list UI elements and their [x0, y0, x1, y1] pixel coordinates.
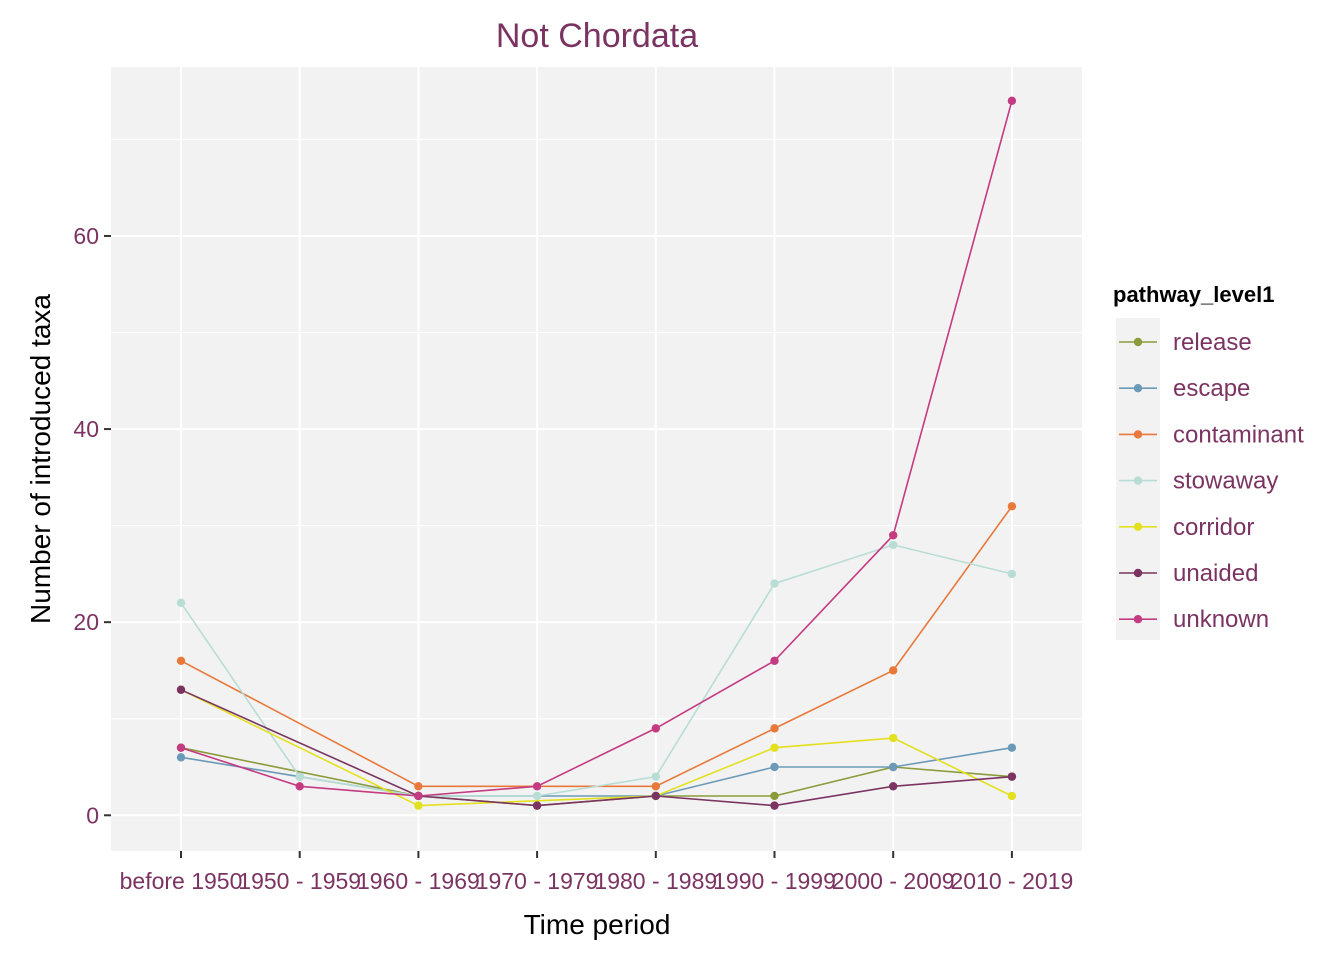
panel-background [111, 67, 1082, 851]
data-point-unknown [295, 782, 304, 791]
data-point-stowaway [295, 772, 304, 781]
x-tick-label: 1950 - 1959 [238, 868, 361, 894]
data-point-unknown [1007, 96, 1017, 105]
legend-item-contaminant: contaminant [1119, 421, 1304, 448]
legend-key-point [1133, 430, 1143, 439]
series-unknown [176, 96, 1017, 801]
data-point-corridor [414, 801, 423, 810]
data-point-unaided [770, 801, 779, 810]
data-point-unaided [532, 801, 542, 810]
legend-item-stowaway: stowaway [1119, 468, 1278, 495]
data-point-unknown [651, 724, 660, 733]
data-point-stowaway [889, 540, 898, 550]
x-tick-label: 1960 - 1969 [357, 868, 480, 894]
y-axis-title: Number of introduced taxa [25, 294, 56, 624]
y-tick-label: 60 [73, 223, 99, 249]
legend-key-point [1133, 476, 1143, 485]
data-point-unknown [770, 656, 779, 665]
legend-key-point [1133, 568, 1143, 578]
data-point-release [770, 791, 779, 801]
data-point-contaminant [1007, 502, 1017, 511]
series-line-unknown [180, 100, 1013, 797]
data-point-stowaway [532, 791, 542, 801]
legend-label: unknown [1173, 606, 1269, 633]
data-point-escape [176, 753, 186, 762]
data-point-unknown [414, 791, 423, 801]
y-tick-label: 0 [86, 802, 99, 828]
data-point-contaminant [414, 782, 423, 791]
series-line-stowaway [180, 544, 1013, 797]
data-point-unknown [889, 531, 898, 540]
data-point-unaided [889, 782, 898, 791]
data-point-escape [889, 762, 898, 772]
series-stowaway [176, 540, 1017, 801]
legend-label: escape [1173, 375, 1250, 402]
x-tick-label: 2010 - 2019 [951, 868, 1074, 894]
legend-key-point [1133, 522, 1143, 531]
data-point-contaminant [770, 724, 779, 733]
series-layer [176, 96, 1017, 810]
legend-item-unaided: unaided [1119, 560, 1258, 587]
legend-key-point [1133, 615, 1143, 624]
series-line-corridor [180, 689, 1013, 807]
series-contaminant [176, 502, 1017, 791]
chart-title: Not Chordata [496, 17, 698, 55]
x-tick-label: 1980 - 1989 [594, 868, 717, 894]
data-point-contaminant [651, 782, 660, 791]
legend: pathway_level1 release escape contaminant s… [1113, 282, 1304, 640]
legend-item-unknown: unknown [1119, 606, 1269, 633]
series-line-contaminant [180, 505, 1013, 788]
legend-label: contaminant [1173, 421, 1304, 448]
data-point-unknown [532, 782, 542, 791]
data-point-corridor [889, 733, 898, 743]
data-point-escape [770, 762, 779, 772]
data-point-unaided [176, 685, 186, 694]
data-point-unaided [1007, 772, 1017, 781]
y-tick-label: 20 [73, 609, 99, 635]
x-tick-label: 1970 - 1979 [476, 868, 599, 894]
grid [111, 67, 1082, 851]
legend-label: corridor [1173, 514, 1254, 541]
data-point-stowaway [770, 579, 779, 588]
data-point-stowaway [176, 598, 186, 608]
legend-key-point [1133, 337, 1143, 347]
data-point-stowaway [651, 772, 660, 781]
data-point-contaminant [889, 666, 898, 675]
legend-key-point [1133, 384, 1143, 393]
x-tick-label: 1990 - 1999 [713, 868, 836, 894]
legend-label: unaided [1173, 560, 1258, 587]
data-point-contaminant [176, 656, 186, 665]
data-point-escape [1007, 743, 1017, 752]
x-tick-label: 2000 - 2009 [832, 868, 955, 894]
legend-title: pathway_level1 [1113, 282, 1274, 307]
legend-item-escape: escape [1119, 375, 1250, 402]
x-axis-title: Time period [524, 909, 671, 940]
x-tick-label: before 1950 [120, 868, 243, 894]
data-point-unknown [176, 743, 186, 752]
data-point-unaided [651, 791, 660, 801]
data-point-stowaway [1007, 569, 1017, 579]
legend-label: release [1173, 329, 1252, 356]
legend-item-corridor: corridor [1119, 514, 1254, 541]
y-tick-label: 40 [73, 416, 99, 442]
data-point-corridor [770, 743, 779, 752]
legend-label: stowaway [1173, 468, 1278, 495]
legend-item-release: release [1119, 329, 1252, 356]
data-point-corridor [1007, 791, 1017, 801]
plot-panel [111, 67, 1082, 851]
y-axis: 0 20 40 60 [73, 223, 111, 828]
